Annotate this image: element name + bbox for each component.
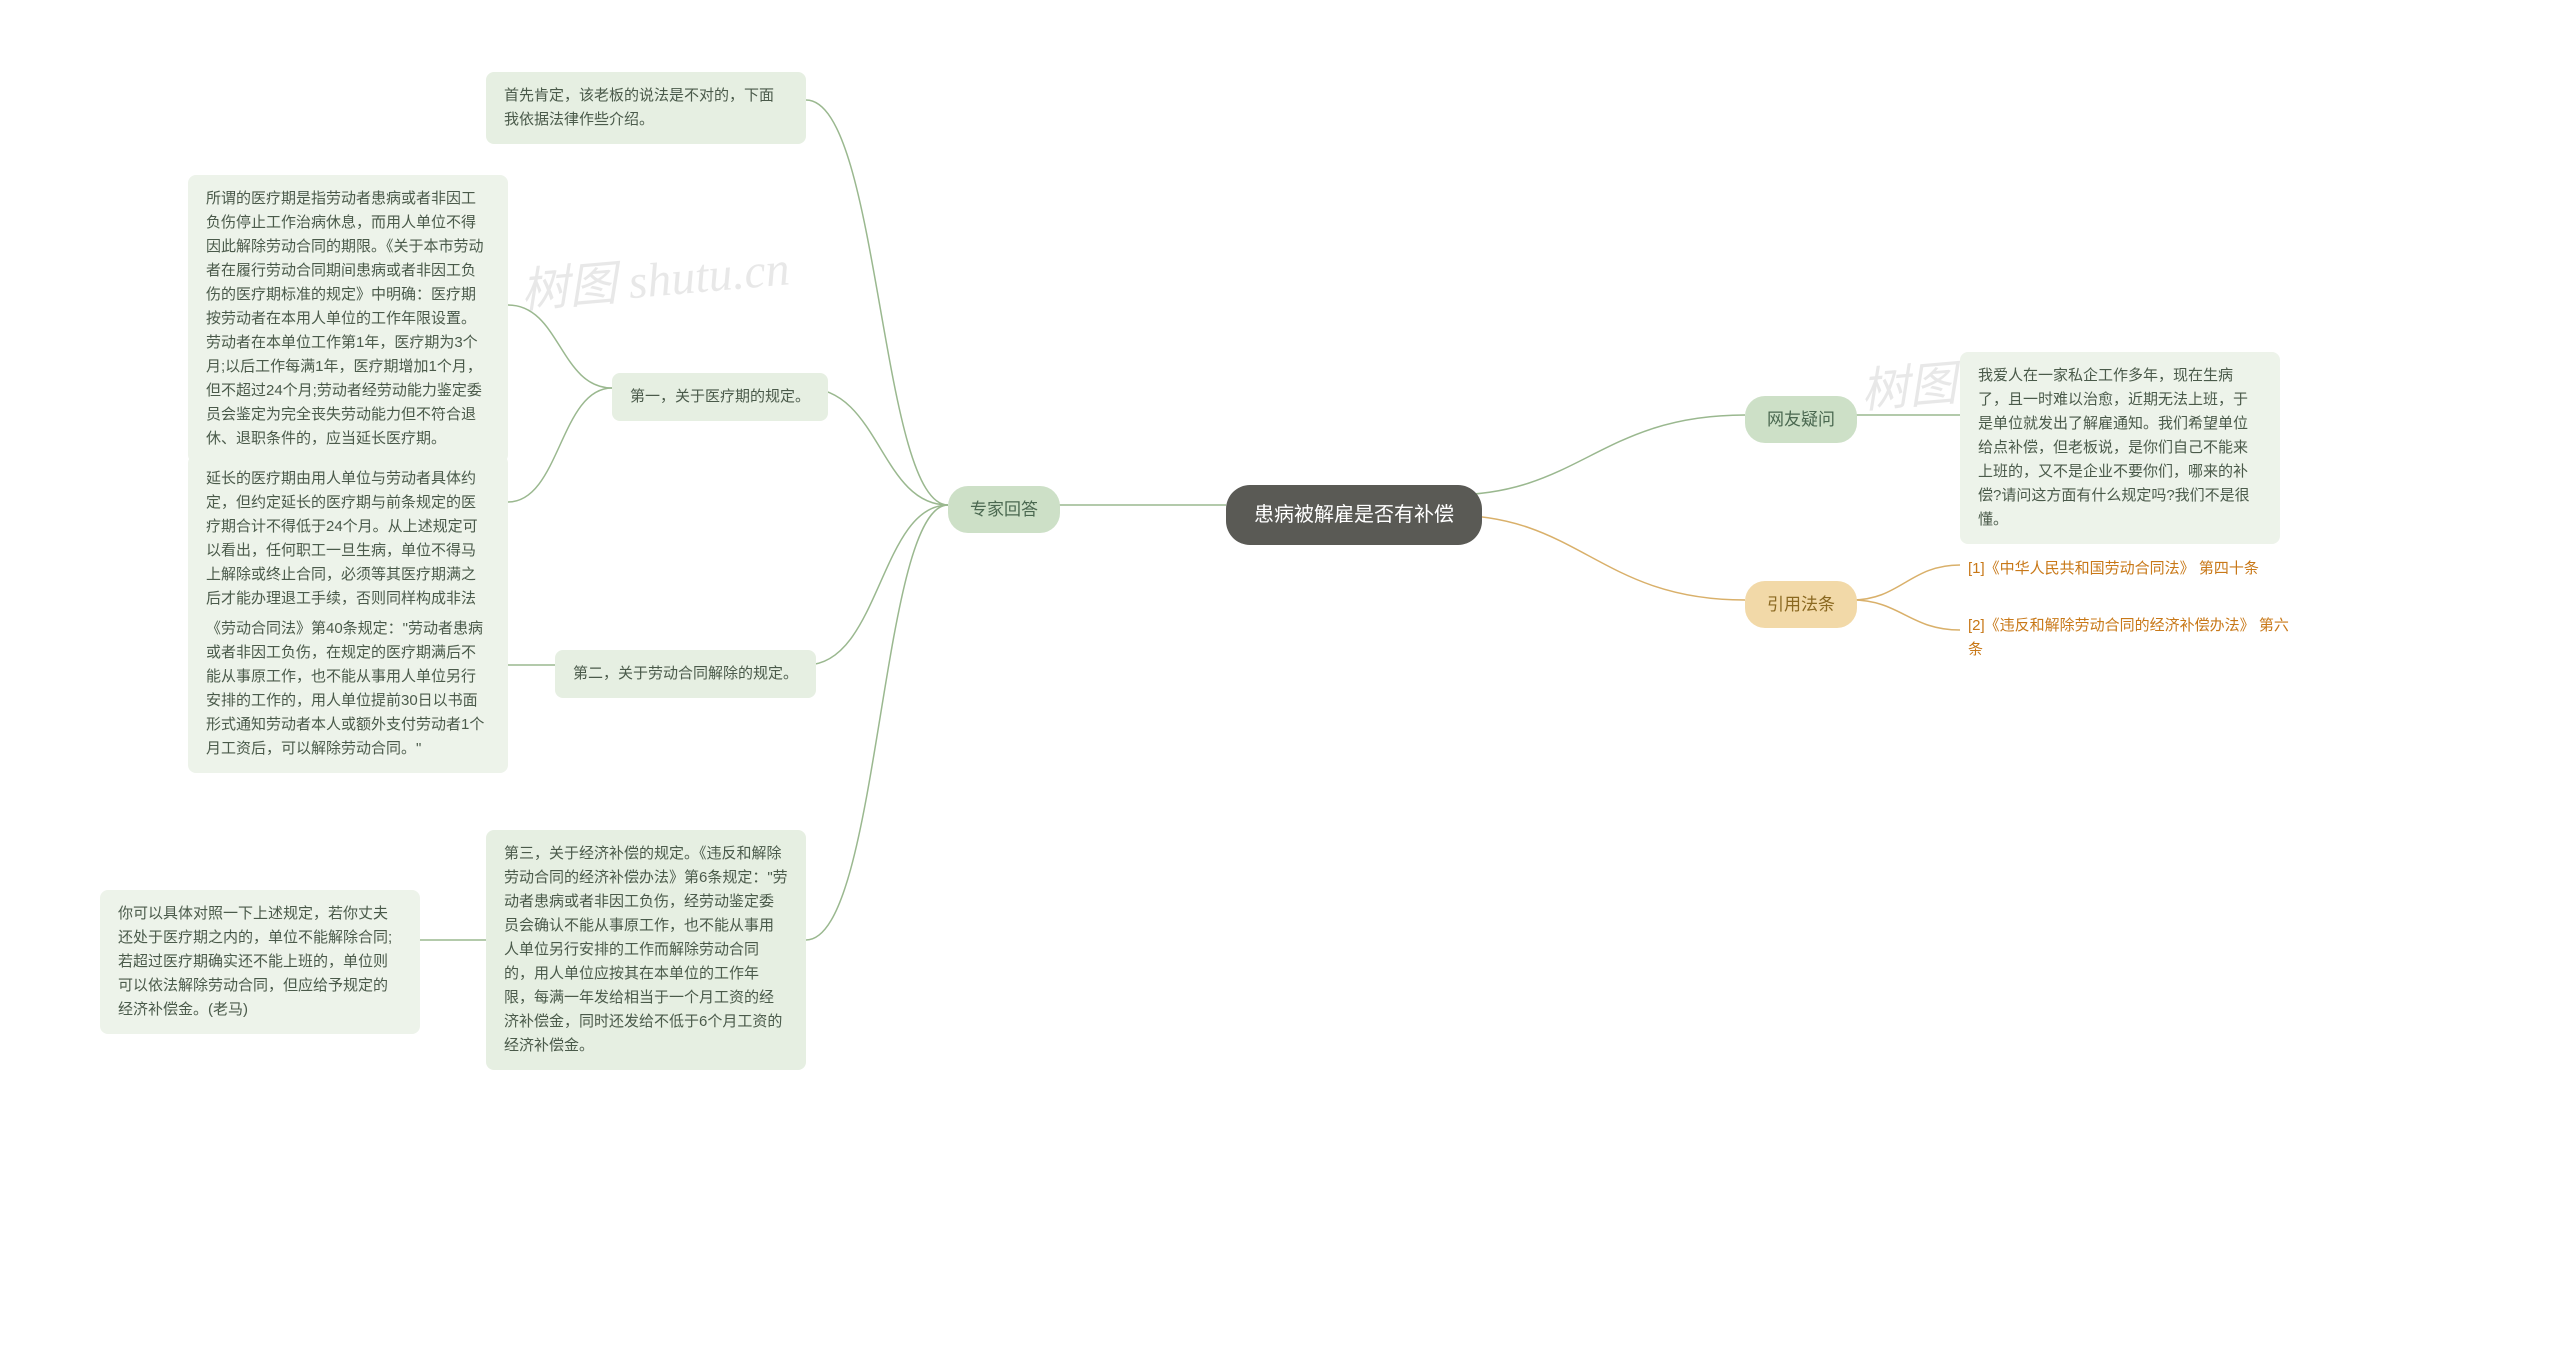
branch-expert[interactable]: 专家回答 (948, 486, 1060, 533)
citation-a[interactable]: [1]《中华人民共和国劳动合同法》 第四十条 (1960, 553, 2267, 585)
first-detail-a[interactable]: 所谓的医疗期是指劳动者患病或者非因工负伤停止工作治病休息，而用人单位不得因此解除… (188, 175, 508, 463)
watermark-1: 树图 shutu.cn (517, 228, 791, 321)
second-detail-a[interactable]: 《劳动合同法》第40条规定："劳动者患病或者非因工负伤，在规定的医疗期满后不能从… (188, 605, 508, 773)
branch-question[interactable]: 网友疑问 (1745, 396, 1857, 443)
expert-second[interactable]: 第二，关于劳动合同解除的规定。 (555, 650, 816, 698)
third-detail-a[interactable]: 你可以具体对照一下上述规定，若你丈夫还处于医疗期之内的，单位不能解除合同;若超过… (100, 890, 420, 1034)
question-detail-a[interactable]: 我爱人在一家私企工作多年，现在生病了，且一时难以治愈，近期无法上班，于是单位就发… (1960, 352, 2280, 544)
branch-citation[interactable]: 引用法条 (1745, 581, 1857, 628)
root-node[interactable]: 患病被解雇是否有补偿 (1226, 485, 1482, 545)
citation-b[interactable]: [2]《违反和解除劳动合同的经济补偿办法》 第六条 (1960, 610, 2310, 666)
expert-first[interactable]: 第一，关于医疗期的规定。 (612, 373, 828, 421)
expert-intro[interactable]: 首先肯定，该老板的说法是不对的，下面我依据法律作些介绍。 (486, 72, 806, 144)
expert-third[interactable]: 第三，关于经济补偿的规定。《违反和解除劳动合同的经济补偿办法》第6条规定："劳动… (486, 830, 806, 1070)
